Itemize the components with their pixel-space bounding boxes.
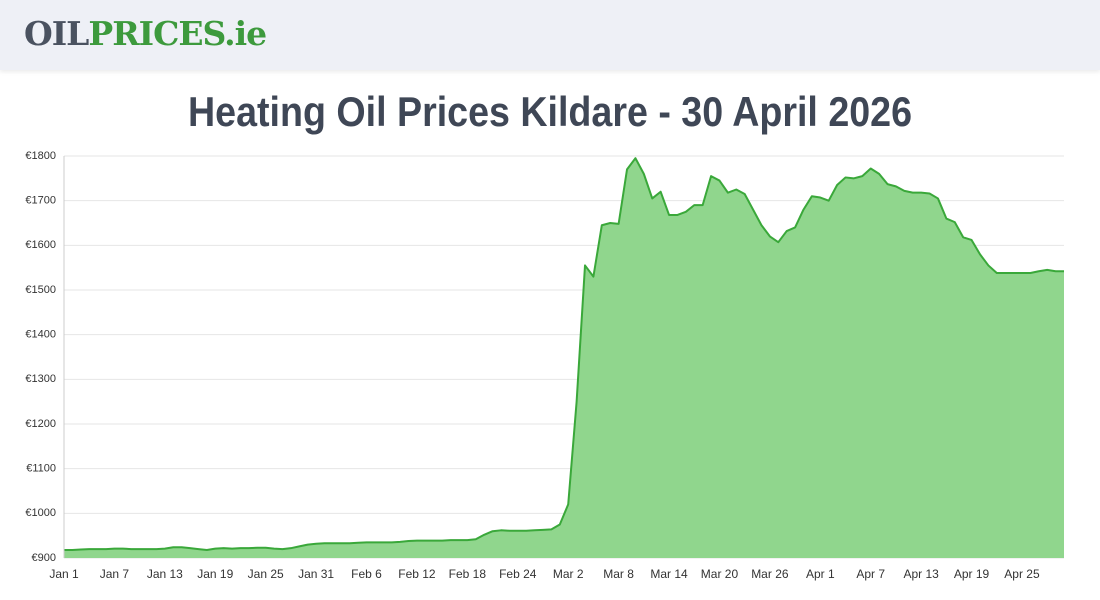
y-tick-label: €1500 bbox=[25, 284, 56, 296]
logo-left: OIL bbox=[24, 14, 89, 53]
area bbox=[64, 158, 1064, 558]
x-tick-label: Mar 2 bbox=[553, 567, 584, 581]
logo-right: PRICES.ie bbox=[88, 14, 267, 53]
x-tick-label: Mar 14 bbox=[650, 567, 688, 581]
x-tick-label: Jan 7 bbox=[100, 567, 130, 581]
x-tick-label: Feb 12 bbox=[398, 567, 436, 581]
x-tick-label: Mar 8 bbox=[603, 567, 634, 581]
x-tick-label: Apr 19 bbox=[954, 567, 990, 581]
chart: Heating Oil Prices Kildare - 30 April 20… bbox=[25, 88, 1064, 581]
chart-title: Heating Oil Prices Kildare - 30 April 20… bbox=[188, 88, 912, 135]
x-tick-label: Apr 7 bbox=[856, 567, 885, 581]
x-tick-label: Apr 13 bbox=[903, 567, 939, 581]
y-tick-label: €1000 bbox=[25, 507, 56, 519]
x-tick-label: Jan 19 bbox=[197, 567, 233, 581]
y-tick-label: €1400 bbox=[25, 329, 56, 341]
x-tick-label: Jan 1 bbox=[49, 567, 79, 581]
line bbox=[64, 157, 1064, 551]
y-tick-label: €1600 bbox=[25, 239, 56, 251]
x-tick-label: Jan 13 bbox=[147, 567, 183, 581]
x-tick-label: Jan 25 bbox=[248, 567, 284, 581]
y-tick-label: €1300 bbox=[25, 373, 56, 385]
x-tick-label: Feb 6 bbox=[351, 567, 382, 581]
x-tick-label: Apr 25 bbox=[1004, 567, 1040, 581]
x-tick-label: Feb 24 bbox=[499, 567, 537, 581]
y-tick-label: €900 bbox=[32, 552, 56, 564]
x-tick-label: Feb 18 bbox=[449, 567, 487, 581]
header: OILPRICES.ie bbox=[0, 0, 1100, 70]
y-tick-label: €1700 bbox=[25, 195, 56, 207]
y-tick-label: €1200 bbox=[25, 418, 56, 430]
y-tick-label: €1100 bbox=[26, 463, 56, 475]
x-tick-label: Mar 20 bbox=[701, 567, 739, 581]
x-tick-label: Apr 1 bbox=[806, 567, 835, 581]
y-tick-label: €1800 bbox=[25, 150, 56, 162]
x-tick-label: Jan 31 bbox=[298, 567, 334, 581]
logo[interactable]: OILPRICES.ie bbox=[24, 14, 267, 53]
x-tick-label: Mar 26 bbox=[751, 567, 789, 581]
